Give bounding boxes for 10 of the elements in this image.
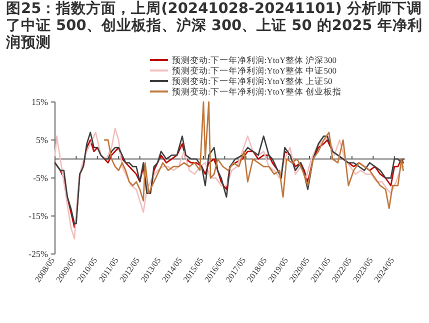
y-tick-label: -25% [28,249,48,259]
y-tick-label: -5% [33,173,48,183]
y-tick-label: -15% [28,211,48,221]
legend-label: 预测变动:下一年净利润:YtoY整体 沪深300 [172,55,336,65]
legend-label: 预测变动:下一年净利润:YtoY整体 创业板指 [172,86,342,96]
chart-title: 图25：指数方面，上周(20241028-20241101) 分析师下调了中证 500、创业板指、沪深 300、上证 50 的2025 年净利润预测 [6,1,424,52]
legend-label: 预测变动:下一年净利润:YtoY整体 上证50 [172,76,332,86]
y-tick-label: 15% [32,97,48,107]
legend-label: 预测变动:下一年净利润:YtoY整体 中证500 [172,66,336,76]
y-tick-label: 5% [36,135,48,145]
